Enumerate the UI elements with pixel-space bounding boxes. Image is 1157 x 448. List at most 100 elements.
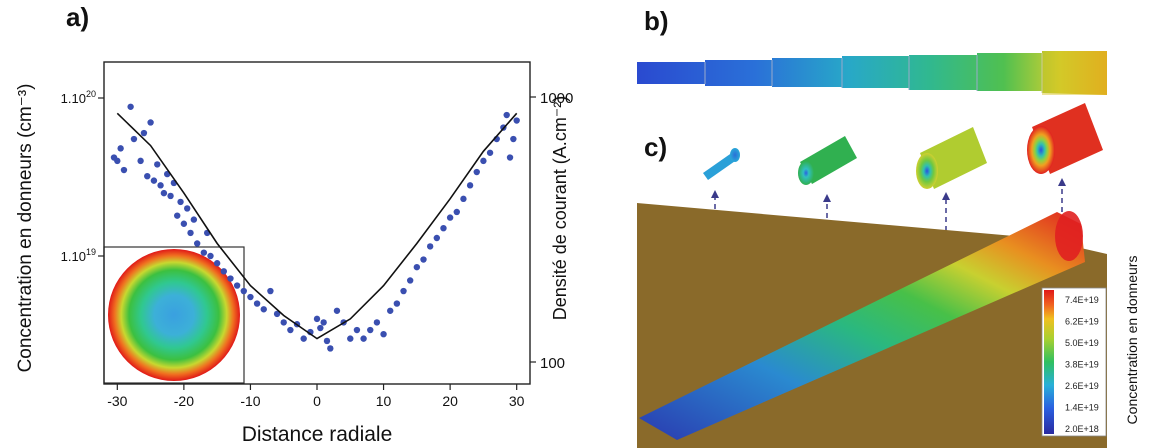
data-point xyxy=(466,182,474,189)
data-point xyxy=(317,324,324,332)
right-y-axis: 1000 100 xyxy=(530,90,573,372)
y-tick-label-left: 1.1020 xyxy=(61,89,96,106)
tapered-rod xyxy=(637,49,1107,95)
y-tick-label-right: 1000 xyxy=(540,90,573,107)
data-point xyxy=(233,282,241,289)
data-point xyxy=(367,326,374,334)
y-tick-label-right: 100 xyxy=(540,355,565,372)
x-tick-label: -20 xyxy=(174,393,194,409)
data-point xyxy=(117,145,124,152)
data-point xyxy=(140,129,148,137)
x-tick-label: 10 xyxy=(376,393,392,409)
data-point xyxy=(174,212,181,219)
data-point xyxy=(513,117,520,124)
x-tick-label: -10 xyxy=(240,393,260,409)
data-point xyxy=(184,205,191,212)
data-point xyxy=(323,337,331,345)
x-tick-label: 20 xyxy=(442,393,458,409)
data-point xyxy=(200,249,208,256)
data-point xyxy=(400,287,407,295)
data-point xyxy=(506,154,514,161)
colorbar-tick-label: 2.0E+18 xyxy=(1065,424,1099,434)
colorbar xyxy=(1041,287,1107,437)
data-point xyxy=(190,216,198,223)
data-point xyxy=(280,319,287,326)
data-point xyxy=(213,260,221,267)
data-point xyxy=(267,287,274,295)
colorbar-tick-label: 7.4E+19 xyxy=(1065,295,1099,305)
colorbar-tick-label: 2.6E+19 xyxy=(1065,381,1099,391)
data-point xyxy=(480,157,487,165)
data-point xyxy=(207,252,214,260)
data-point xyxy=(347,335,354,342)
data-point xyxy=(446,214,454,221)
colorbar-tick-label: 1.4E+19 xyxy=(1065,403,1099,413)
data-point xyxy=(287,326,294,334)
data-point xyxy=(187,229,194,237)
panel-label-b: b) xyxy=(644,6,669,36)
data-point xyxy=(486,149,494,156)
data-point xyxy=(227,275,234,282)
left-y-axis: 1.1020 1.1019 xyxy=(61,89,104,264)
colorbar-tick-label: 5.0E+19 xyxy=(1065,338,1099,348)
fit-curve xyxy=(116,112,518,340)
data-point xyxy=(327,345,334,352)
data-point xyxy=(380,330,387,338)
colorbar-ticks: 7.4E+19 6.2E+19 5.0E+19 3.8E+19 2.6E+19 1.4E+… xyxy=(1065,295,1099,434)
cross-section-4 xyxy=(1027,103,1103,174)
data-point xyxy=(167,192,174,200)
data-point xyxy=(313,315,321,323)
data-point xyxy=(387,307,394,314)
data-point xyxy=(260,306,267,313)
data-point xyxy=(420,256,427,263)
y-axis-label-right: Densité de courant (A.cm⁻²) xyxy=(550,96,570,321)
colorbar-title: Concentration en donneurs xyxy=(1124,256,1140,425)
data-point xyxy=(130,135,138,143)
data-point xyxy=(240,287,247,295)
data-point xyxy=(406,277,414,284)
arrow-heads xyxy=(711,178,1066,202)
colorbar-tick-label: 3.8E+19 xyxy=(1065,360,1099,370)
data-point xyxy=(180,220,188,227)
data-point xyxy=(433,234,441,242)
data-point xyxy=(120,166,128,174)
x-tick-label: 30 xyxy=(509,393,525,409)
nanowire-rendering: 7.4E+19 6.2E+19 5.0E+19 3.8E+19 2.6E+19 1.4E+… xyxy=(637,49,1140,448)
data-point xyxy=(320,319,327,326)
data-point xyxy=(426,243,434,250)
data-point xyxy=(157,182,164,189)
data-point xyxy=(373,319,381,326)
x-tick-label: 0 xyxy=(313,393,321,409)
x-axis: -30 -20 -10 0 10 20 30 xyxy=(107,384,525,409)
panel-label-a: a) xyxy=(66,2,90,32)
data-point xyxy=(333,307,341,314)
x-tick-label: -30 xyxy=(107,393,127,409)
nanowire xyxy=(639,211,1085,440)
cross-section-1 xyxy=(703,148,740,180)
data-point xyxy=(147,119,154,126)
data-point xyxy=(300,335,307,342)
data-point xyxy=(137,157,144,165)
data-point xyxy=(353,326,361,334)
radial-map-inset xyxy=(103,246,245,384)
data-point xyxy=(154,161,161,168)
panel-label-c: c) xyxy=(644,132,668,162)
data-point xyxy=(177,198,184,206)
data-point xyxy=(273,310,281,318)
data-point xyxy=(114,157,121,165)
data-point xyxy=(440,224,447,232)
data-point xyxy=(393,300,401,307)
x-axis-label: Distance radiale xyxy=(242,423,393,446)
data-point xyxy=(127,103,134,110)
data-point xyxy=(150,177,158,184)
data-point xyxy=(193,240,201,247)
data-point xyxy=(460,195,467,203)
cross-section-3 xyxy=(916,127,987,189)
data-point xyxy=(413,263,421,271)
data-point xyxy=(453,208,460,216)
data-point xyxy=(360,335,367,342)
y-axis-label-left: Concentration en donneurs (cm⁻³) xyxy=(15,84,36,373)
data-point xyxy=(144,172,151,180)
data-point xyxy=(253,300,261,307)
data-point xyxy=(503,111,510,119)
